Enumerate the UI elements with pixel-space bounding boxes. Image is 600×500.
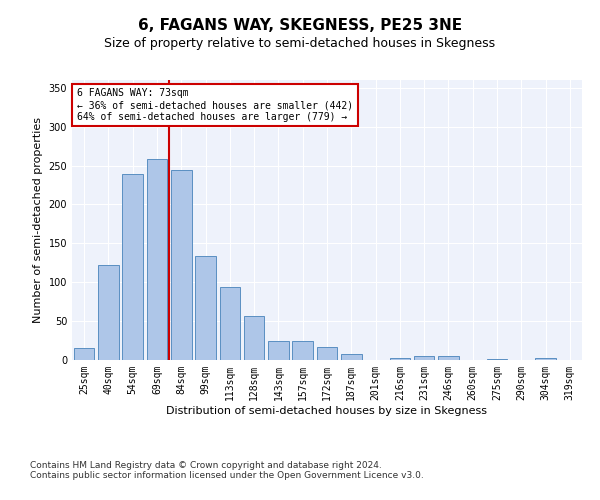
- Bar: [414, 356, 434, 360]
- Bar: [317, 347, 337, 360]
- X-axis label: Distribution of semi-detached houses by size in Skegness: Distribution of semi-detached houses by …: [167, 406, 487, 415]
- Bar: [438, 356, 459, 360]
- Bar: [535, 358, 556, 360]
- Bar: [244, 316, 265, 360]
- Bar: [74, 348, 94, 360]
- Y-axis label: Number of semi-detached properties: Number of semi-detached properties: [33, 117, 43, 323]
- Bar: [98, 265, 119, 360]
- Bar: [146, 160, 167, 360]
- Text: Contains HM Land Registry data © Crown copyright and database right 2024.
Contai: Contains HM Land Registry data © Crown c…: [30, 460, 424, 480]
- Bar: [487, 359, 508, 360]
- Text: 6, FAGANS WAY, SKEGNESS, PE25 3NE: 6, FAGANS WAY, SKEGNESS, PE25 3NE: [138, 18, 462, 32]
- Text: Size of property relative to semi-detached houses in Skegness: Size of property relative to semi-detach…: [104, 38, 496, 51]
- Bar: [195, 256, 216, 360]
- Bar: [122, 174, 143, 360]
- Text: 6 FAGANS WAY: 73sqm
← 36% of semi-detached houses are smaller (442)
64% of semi-: 6 FAGANS WAY: 73sqm ← 36% of semi-detach…: [77, 88, 353, 122]
- Bar: [268, 340, 289, 360]
- Bar: [220, 287, 240, 360]
- Bar: [292, 340, 313, 360]
- Bar: [341, 354, 362, 360]
- Bar: [171, 170, 191, 360]
- Bar: [389, 358, 410, 360]
